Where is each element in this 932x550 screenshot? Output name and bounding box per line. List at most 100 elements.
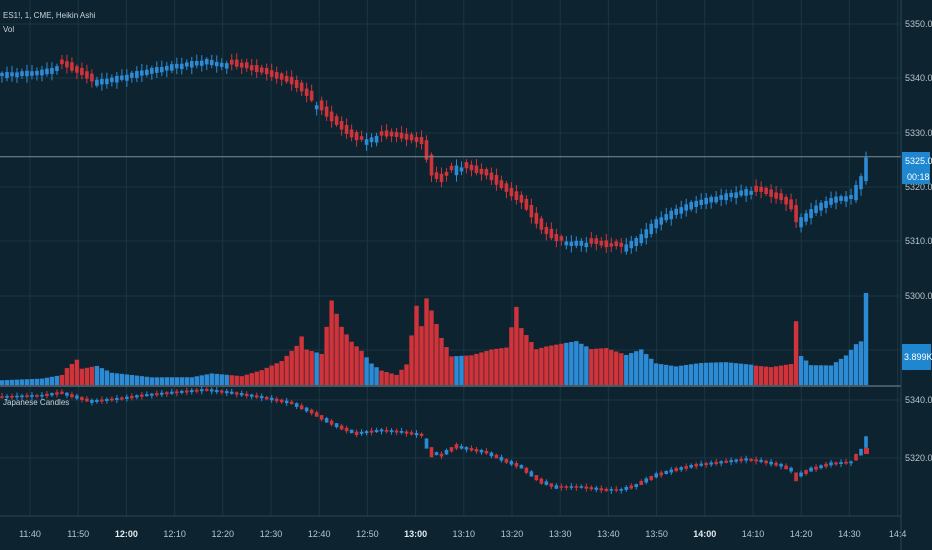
volume-bar <box>329 300 334 385</box>
volume-bar <box>549 345 554 385</box>
japanese-candle <box>55 392 59 395</box>
volume-bar <box>649 358 654 385</box>
price-candle <box>639 234 644 244</box>
time-tick-label: 13:20 <box>501 529 524 539</box>
price-candle <box>449 165 454 171</box>
volume-bar <box>269 365 274 385</box>
japanese-candle <box>15 395 19 398</box>
price-candle <box>809 209 813 219</box>
japanese-candle <box>699 463 703 466</box>
japanese-candle <box>414 432 419 436</box>
japanese-candle <box>859 448 863 456</box>
volume-bar <box>798 355 804 385</box>
price-candle <box>414 136 419 142</box>
price-candle <box>439 173 444 183</box>
price-candle <box>0 72 4 77</box>
time-tick-label: 14:00 <box>693 529 716 539</box>
japanese-candle <box>619 489 624 491</box>
price-candle <box>145 69 149 75</box>
time-axis[interactable]: 11:40 11:50 12:00 12:10 12:20 12:30 12:40 12:50… <box>19 529 906 539</box>
volume-bar <box>84 367 90 385</box>
japanese-candle <box>229 391 234 394</box>
price-candle <box>804 213 808 222</box>
japanese-candles-pane[interactable] <box>0 386 868 494</box>
volume-bar <box>379 370 384 385</box>
volume-bar <box>569 341 574 385</box>
volume-bar <box>164 377 170 385</box>
japanese-candle <box>479 450 484 453</box>
japanese-candle <box>184 390 189 393</box>
volume-bar <box>399 369 404 385</box>
price-candle <box>130 72 134 78</box>
price-candle <box>844 196 848 202</box>
price-candle <box>524 198 529 210</box>
japanese-candle <box>684 466 689 469</box>
japanese-candle <box>829 462 833 466</box>
volume-bar <box>124 374 130 385</box>
volume-bar <box>59 374 65 385</box>
volume-bar <box>469 355 474 385</box>
time-tick-label: 14:10 <box>742 529 765 539</box>
volume-bar <box>0 380 5 385</box>
volume-bar <box>679 365 684 385</box>
volume-legend[interactable]: Vol <box>3 25 14 34</box>
japanese-candle <box>234 392 239 395</box>
volume-bar <box>374 367 379 385</box>
japanese-candle <box>844 461 848 464</box>
price-candle <box>454 165 459 176</box>
price-candle <box>35 70 39 76</box>
volume-bar <box>489 349 494 385</box>
volume-bar <box>69 363 75 385</box>
japanese-candle <box>679 467 684 470</box>
volume-bar <box>788 364 794 385</box>
japanese-candle <box>439 453 444 457</box>
price-candle <box>125 74 129 81</box>
japanese-candle <box>314 412 319 417</box>
japanese-candle <box>174 391 179 394</box>
price-candle <box>849 195 853 200</box>
volume-bar <box>828 365 834 385</box>
price-axis[interactable]: 5350.00 5340.00 5330.00 5320.00 5310.00 5300.… <box>905 19 932 463</box>
volume-bar <box>514 306 519 385</box>
volume-bar <box>559 343 564 385</box>
price-candle <box>254 65 259 73</box>
volume-bar <box>803 360 809 385</box>
price-candle <box>344 124 349 135</box>
price-candle <box>359 136 364 140</box>
price-candle <box>459 167 464 172</box>
price-candle <box>224 63 229 69</box>
japanese-candle <box>304 407 309 412</box>
price-candle <box>539 218 544 230</box>
japanese-candle <box>814 466 818 470</box>
volume-bar <box>449 356 454 385</box>
japanese-candle <box>559 486 564 488</box>
price-candle <box>544 226 549 234</box>
japanese-candle <box>389 430 394 433</box>
price-candle <box>584 242 589 248</box>
japanese-candle <box>249 394 254 397</box>
price-candle <box>10 72 14 77</box>
japanese-candle <box>509 461 514 465</box>
japanese-candle <box>434 452 439 456</box>
price-pane[interactable] <box>0 53 868 255</box>
japanese-candle <box>459 446 464 449</box>
lower-pane-title[interactable]: Japanese Candles <box>3 398 69 407</box>
volume-pane[interactable] <box>0 293 869 385</box>
volume-bar <box>314 352 319 385</box>
japanese-candle <box>834 462 838 465</box>
volume-bar <box>259 370 264 385</box>
symbol-legend[interactable]: ES1!, 1, CME, Heikin Ashi <box>3 11 96 20</box>
price-candle <box>649 223 654 234</box>
japanese-candle <box>524 467 529 473</box>
volume-bar <box>708 362 714 385</box>
time-tick-label: 11:40 <box>19 529 41 539</box>
price-candle <box>294 80 299 88</box>
japanese-candle <box>654 473 659 478</box>
price-candle <box>329 111 334 122</box>
volume-bar <box>309 351 314 385</box>
volume-bar <box>818 365 824 385</box>
price-candle <box>379 131 384 136</box>
price-candle <box>819 202 823 211</box>
volume-bar <box>154 377 160 385</box>
